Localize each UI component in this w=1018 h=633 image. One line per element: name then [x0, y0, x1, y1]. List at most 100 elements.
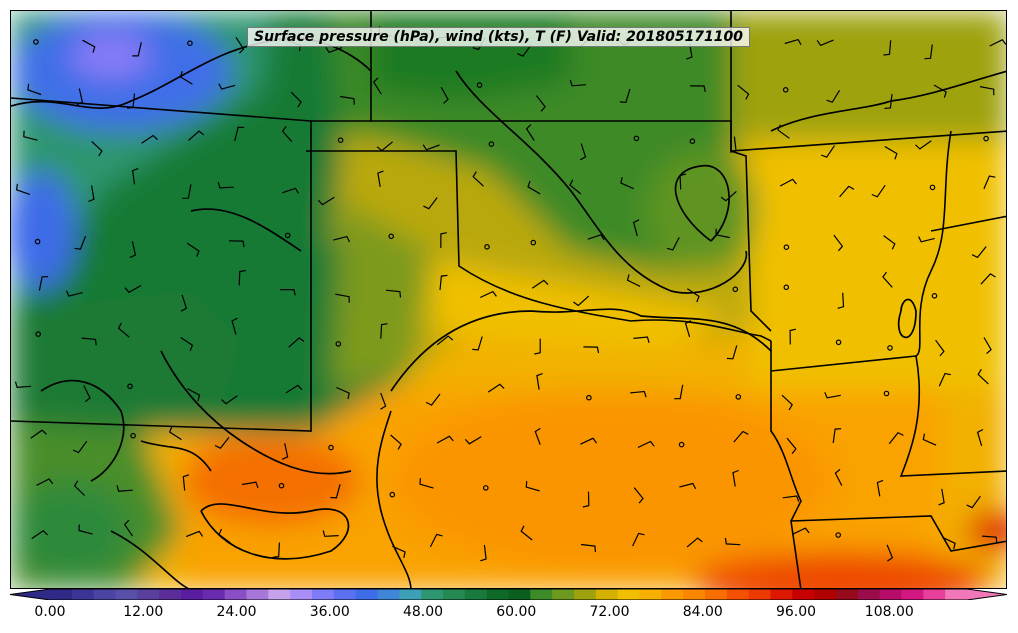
- colorbar-segment: [923, 589, 946, 600]
- wind-barb: [182, 184, 192, 199]
- wind-barb: [31, 530, 49, 540]
- wind-barb: [15, 183, 30, 195]
- calm-wind-marker: [130, 432, 136, 439]
- wind-barb: [27, 83, 42, 96]
- wind-barb: [820, 145, 835, 158]
- wind-barb: [632, 219, 640, 237]
- wind-barb: [630, 390, 647, 398]
- calm-wind-marker: [278, 482, 285, 489]
- wind-barb: [65, 290, 83, 297]
- wind-barb: [317, 196, 335, 206]
- wind-barb: [938, 372, 951, 387]
- colorbar-segment: [901, 589, 924, 600]
- wind-barb: [520, 525, 533, 541]
- wind-barb: [784, 38, 802, 46]
- colorbar-segment: [836, 589, 859, 600]
- wind-barb: [686, 537, 703, 548]
- map-canvas: [11, 11, 1006, 588]
- colorbar-segment: [202, 589, 226, 600]
- wind-barb: [182, 474, 190, 491]
- wind-barb: [531, 279, 549, 289]
- wind-barb: [14, 381, 32, 389]
- wind-barb: [23, 130, 38, 141]
- wind-barb: [72, 440, 88, 454]
- wind-barb: [527, 180, 541, 195]
- wind-barb: [425, 393, 441, 406]
- colorbar-segment: [574, 589, 597, 600]
- wind-barb: [221, 395, 238, 405]
- wind-barb: [826, 89, 841, 103]
- wind-barb: [168, 426, 182, 441]
- wind-barb: [464, 436, 482, 445]
- wind-barb: [626, 274, 641, 287]
- wind-barb: [385, 289, 402, 298]
- calm-wind-marker: [484, 244, 490, 250]
- wind-barbs-layer: [14, 26, 1006, 562]
- wind-barb: [684, 320, 692, 338]
- wind-barb: [129, 241, 137, 258]
- wind-barb: [883, 40, 892, 56]
- wind-barb: [679, 173, 687, 190]
- wind-barb: [336, 386, 350, 400]
- colorbar-segment: [443, 589, 466, 600]
- colorbar-segment: [857, 589, 881, 600]
- wind-barb: [186, 242, 200, 257]
- wind-barb: [180, 294, 188, 312]
- calm-wind-marker: [35, 331, 42, 337]
- wind-barb: [534, 338, 541, 355]
- wind-barb: [883, 235, 896, 250]
- wind-barb: [141, 134, 158, 144]
- calm-wind-marker: [33, 39, 39, 45]
- wind-barb: [583, 346, 600, 354]
- wind-barb: [322, 530, 339, 537]
- calm-wind-marker: [689, 138, 696, 145]
- wind-barb: [525, 124, 535, 141]
- wind-barb: [422, 144, 440, 151]
- wind-barb: [884, 145, 898, 160]
- wind-barb: [686, 288, 700, 303]
- wind-barb: [288, 337, 305, 348]
- wind-barb: [74, 235, 87, 250]
- colorbar-tick-label: 12.00: [123, 604, 164, 620]
- colorbar-tick-label: 24.00: [216, 604, 257, 620]
- wind-barb: [871, 184, 886, 198]
- wind-barb: [241, 481, 259, 489]
- colorbar-segment: [224, 589, 247, 600]
- wind-barb: [30, 429, 47, 439]
- wind-barb: [536, 95, 546, 112]
- wind-barb: [674, 384, 684, 400]
- wind-barb: [214, 436, 230, 449]
- wind-barb: [185, 530, 204, 538]
- wind-barb: [81, 337, 97, 346]
- wind-barb: [179, 71, 193, 85]
- wind-barb: [419, 478, 434, 489]
- calm-wind-marker: [187, 40, 193, 47]
- wind-barb: [392, 545, 406, 559]
- wind-barb: [933, 84, 947, 98]
- colorbar-tick-label: 96.00: [775, 604, 817, 620]
- wind-barb: [782, 495, 800, 502]
- wind-barb: [983, 337, 992, 355]
- colorbar-segment: [879, 589, 902, 600]
- wind-barb: [38, 276, 49, 291]
- colorbar-segment: [312, 589, 335, 600]
- colorbar-tick-label: 108.00: [864, 604, 914, 620]
- wind-barb: [686, 43, 693, 60]
- colorbar-segment: [792, 589, 815, 600]
- colorbar-segment: [639, 589, 662, 600]
- wind-barb: [217, 181, 234, 189]
- wind-barb: [281, 125, 293, 142]
- wind-barb: [131, 168, 139, 185]
- colorbar-max-extend: [967, 589, 1007, 600]
- wind-barb: [76, 88, 84, 106]
- wind-barb: [982, 535, 998, 544]
- wind-barb: [480, 544, 487, 562]
- colorbar-segment: [464, 589, 488, 600]
- calm-wind-marker: [337, 137, 344, 144]
- wind-barb: [587, 234, 605, 241]
- colorbar-segment: [268, 589, 291, 600]
- wind-barb: [679, 482, 697, 490]
- wind-barb: [882, 271, 893, 288]
- wind-barb: [279, 289, 296, 296]
- wind-barb: [117, 322, 130, 338]
